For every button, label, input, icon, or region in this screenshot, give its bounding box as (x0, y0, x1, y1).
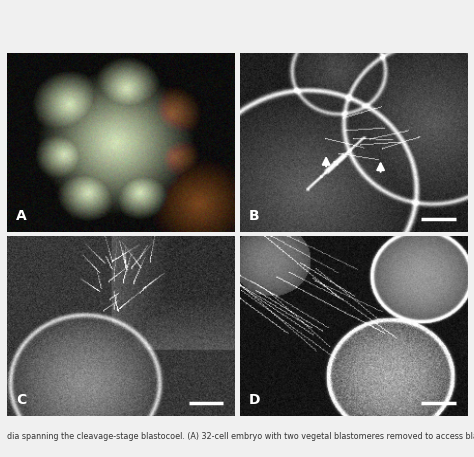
Text: B: B (249, 209, 260, 223)
Text: D: D (249, 393, 260, 407)
Text: C: C (16, 393, 27, 407)
Text: A: A (16, 209, 27, 223)
Text: dia spanning the cleavage-stage blastocoel. (A) 32-cell embryo with two vegetal : dia spanning the cleavage-stage blastoco… (7, 432, 474, 441)
